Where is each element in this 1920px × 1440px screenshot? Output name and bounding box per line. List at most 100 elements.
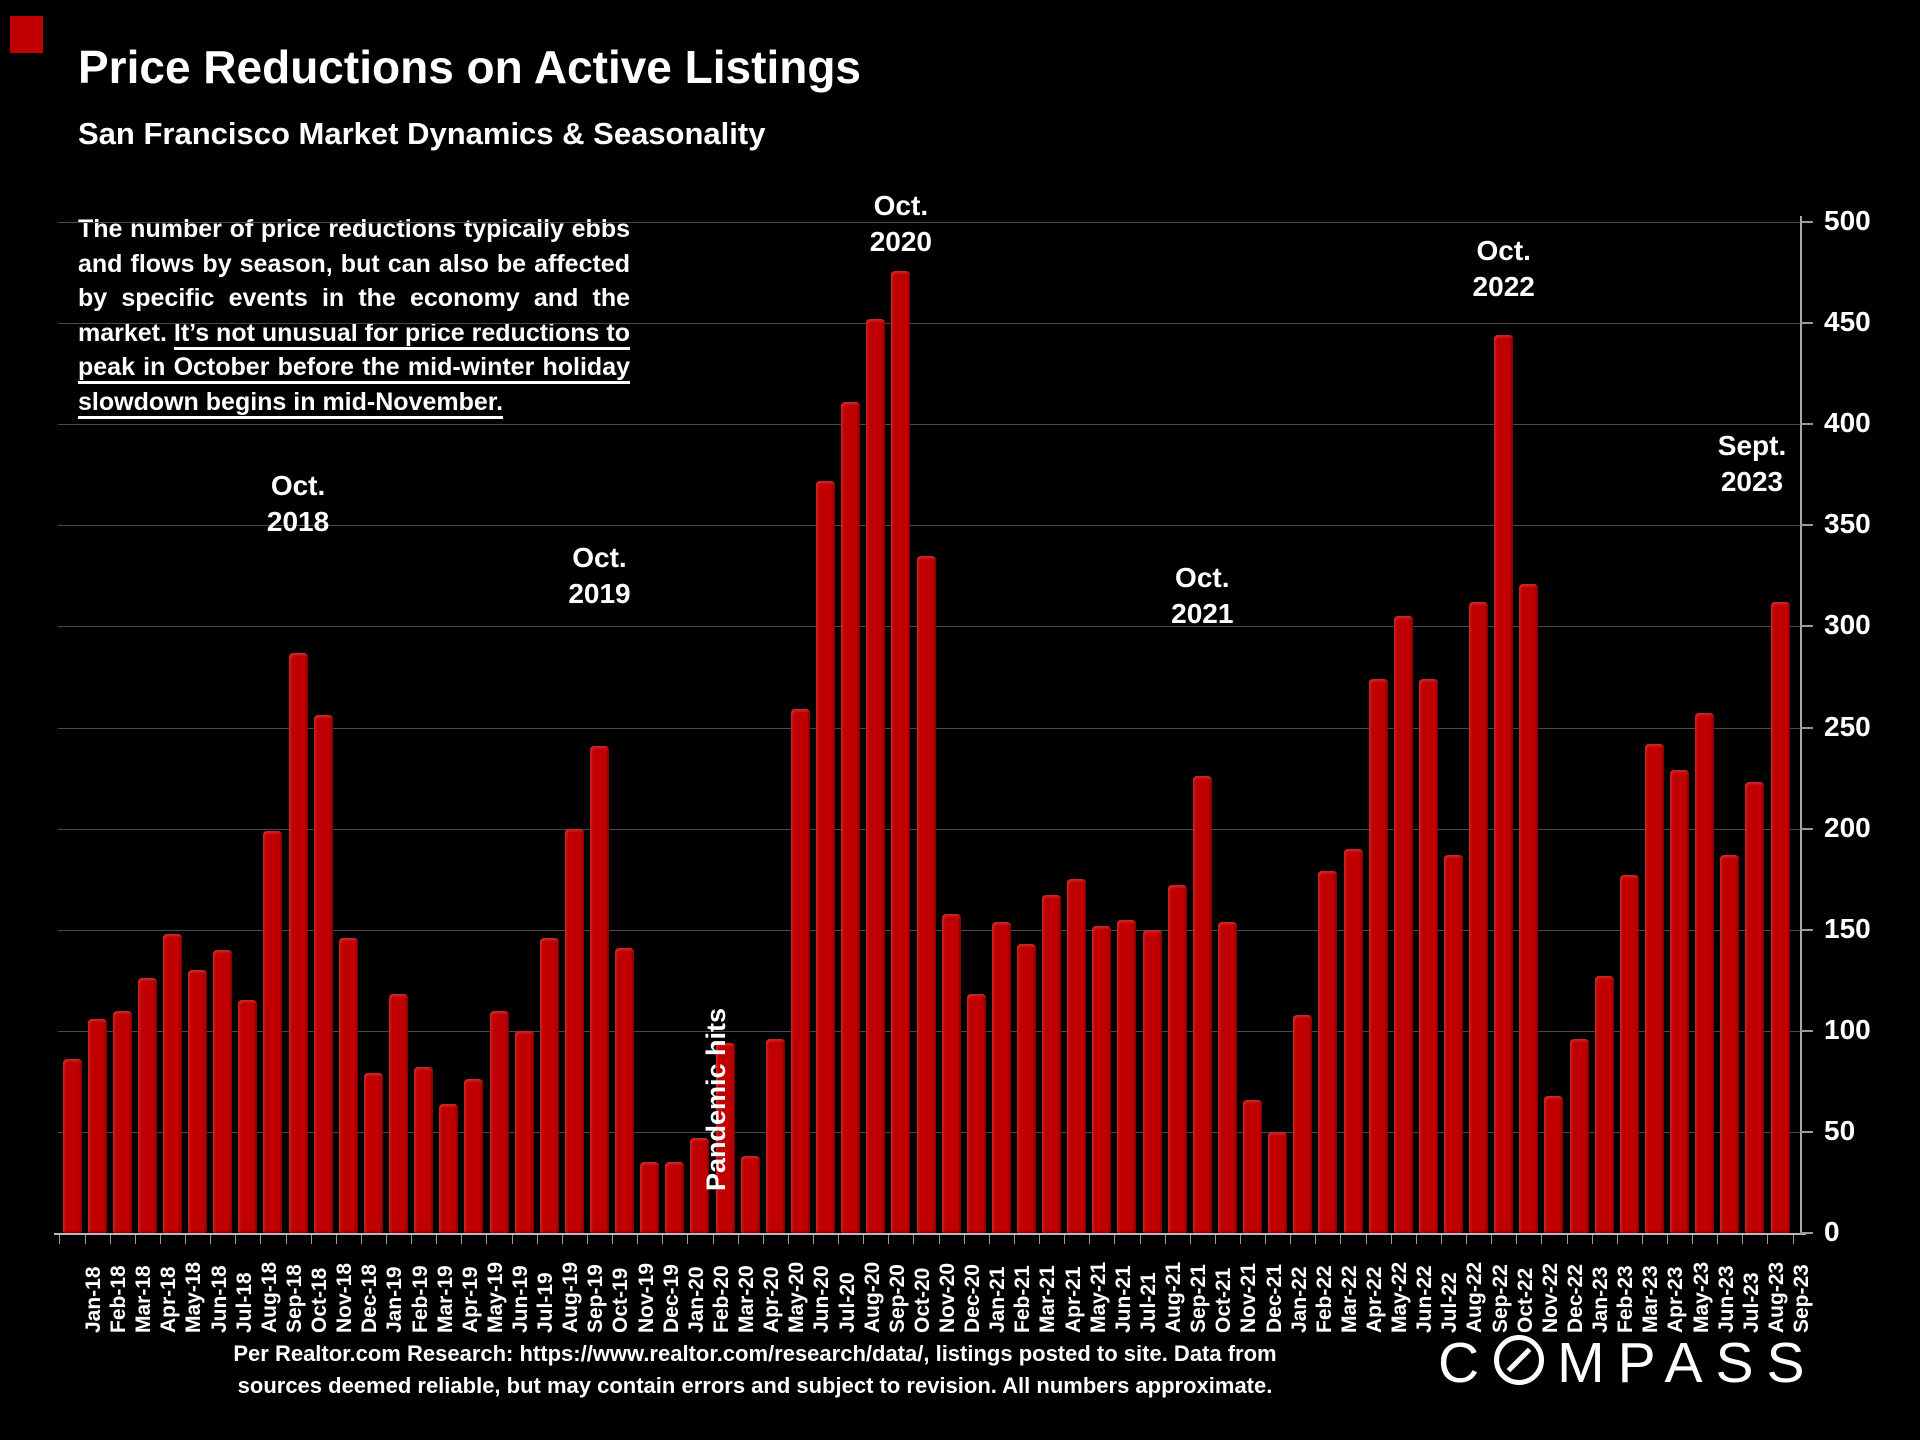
gridline [58, 222, 1800, 223]
x-tick-label: Jan-23 [1589, 1266, 1613, 1333]
source-footer-line1: Per Realtor.com Research: https://www.re… [233, 1341, 1277, 1366]
annotation-line2: 2022 [1472, 270, 1535, 302]
x-tick-label: Nov-19 [634, 1262, 658, 1333]
page-subtitle: San Francisco Market Dynamics & Seasonal… [78, 116, 766, 151]
x-tick-label: Aug-21 [1162, 1261, 1186, 1333]
bar-Feb-22 [1293, 1014, 1313, 1233]
bar-Aug-20 [841, 401, 861, 1233]
y-tick-label: 300 [1824, 609, 1871, 641]
x-tick-label: Aug-18 [257, 1261, 281, 1333]
x-tick [260, 1235, 262, 1244]
x-tick-label: Nov-18 [333, 1262, 357, 1333]
x-tick [612, 1235, 614, 1244]
x-tick [1315, 1235, 1317, 1244]
x-tick [59, 1235, 61, 1244]
x-tick-label: Apr-23 [1664, 1266, 1688, 1333]
x-tick-label: Nov-22 [1538, 1262, 1562, 1333]
bar-Feb-18 [87, 1018, 107, 1233]
bar-Apr-23 [1644, 743, 1664, 1233]
y-tick [1800, 1130, 1813, 1133]
x-tick-label: Mar-18 [132, 1265, 156, 1333]
peak-annotation-Sep-23: Sept. 2023 [1642, 428, 1862, 500]
y-tick [1800, 1232, 1813, 1234]
x-tick-label: Jul-18 [232, 1272, 256, 1333]
x-tick-label: Jan-22 [1287, 1266, 1311, 1333]
bar-Nov-19 [615, 947, 635, 1233]
bar-Jun-19 [489, 1010, 509, 1233]
x-tick [461, 1235, 463, 1244]
x-tick [1164, 1235, 1166, 1244]
x-tick [486, 1235, 488, 1244]
x-tick-label: May-22 [1388, 1261, 1412, 1333]
x-tick-label: Aug-22 [1463, 1261, 1487, 1333]
bar-Jun-23 [1695, 713, 1715, 1233]
bar-Dec-22 [1544, 1095, 1564, 1233]
page-title: Price Reductions on Active Listings [78, 41, 862, 93]
bar-May-20 [765, 1038, 785, 1233]
x-tick-label: Jul-19 [534, 1272, 558, 1333]
x-tick-label: Oct-22 [1513, 1267, 1537, 1333]
x-tick [1415, 1235, 1417, 1244]
bar-Sep-18 [263, 830, 283, 1233]
x-tick-label: Aug-23 [1764, 1261, 1788, 1333]
x-tick-label: Sep-19 [584, 1264, 608, 1333]
x-tick [1491, 1235, 1493, 1244]
bar-Jul-23 [1720, 854, 1740, 1233]
x-tick [210, 1235, 212, 1244]
y-tick [1800, 625, 1813, 628]
x-tick-label: Jul-21 [1136, 1272, 1160, 1333]
bar-Jun-22 [1393, 616, 1413, 1233]
x-tick [1566, 1235, 1568, 1244]
annotation-line1: Oct. [1476, 235, 1531, 266]
annotation-line1: Sept. [1717, 430, 1787, 461]
peak-annotation-Oct-20: Oct. 2020 [791, 188, 1011, 260]
bar-Nov-22 [1519, 583, 1539, 1233]
source-footer: Per Realtor.com Research: https://www.re… [120, 1338, 1390, 1402]
x-tick-label: Feb-18 [107, 1265, 131, 1333]
x-tick-label: Jul-23 [1739, 1272, 1763, 1333]
annotation-line2: 2023 [1720, 465, 1784, 497]
bar-Sep-23 [1770, 602, 1790, 1233]
bar-Dec-21 [1243, 1099, 1263, 1233]
x-tick [360, 1235, 362, 1244]
x-tick [712, 1235, 714, 1244]
bar-May-18 [162, 933, 182, 1233]
x-tick [561, 1235, 563, 1244]
x-tick [536, 1235, 538, 1244]
x-tick-label: Jul-22 [1438, 1272, 1462, 1333]
x-tick-label: Sep-20 [885, 1264, 909, 1333]
x-tick [1792, 1235, 1794, 1244]
x-tick [285, 1235, 287, 1244]
x-tick-label: May-18 [182, 1261, 206, 1333]
bar-Dec-19 [640, 1162, 660, 1233]
bar-Jan-19 [363, 1073, 383, 1233]
bar-Aug-19 [539, 937, 559, 1233]
x-tick-label: Jul-20 [835, 1272, 859, 1333]
peak-annotation-Oct-18: Oct. 2018 [188, 468, 408, 540]
x-tick [938, 1235, 940, 1244]
x-tick-label: Aug-19 [559, 1261, 583, 1333]
bar-Jan-23 [1569, 1038, 1589, 1233]
logo-letter: C [1438, 1331, 1493, 1395]
bar-Jun-21 [1092, 925, 1112, 1233]
y-tick-label: 250 [1824, 710, 1871, 742]
bar-Nov-20 [916, 555, 936, 1233]
y-axis-line [1800, 216, 1802, 1235]
x-tick [1189, 1235, 1191, 1244]
x-axis-line [54, 1233, 1806, 1235]
peak-annotation-Oct-19: Oct. 2019 [489, 540, 709, 612]
y-tick-label: 350 [1824, 508, 1871, 540]
source-footer-line2: sources deemed reliable, but may contain… [237, 1372, 1273, 1398]
x-tick-label: Jun-22 [1413, 1265, 1437, 1333]
x-tick [1114, 1235, 1116, 1244]
logo-letters: MPASS [1557, 1331, 1818, 1395]
x-tick-label: Jun-18 [207, 1265, 231, 1333]
x-tick [1340, 1235, 1342, 1244]
bar-Mar-23 [1619, 875, 1639, 1233]
x-tick [1239, 1235, 1241, 1244]
bar-Oct-18 [288, 652, 308, 1233]
x-tick-label: Sep-22 [1488, 1264, 1512, 1333]
x-tick-label: Mar-20 [735, 1265, 759, 1333]
needle-bar [1506, 1347, 1532, 1373]
